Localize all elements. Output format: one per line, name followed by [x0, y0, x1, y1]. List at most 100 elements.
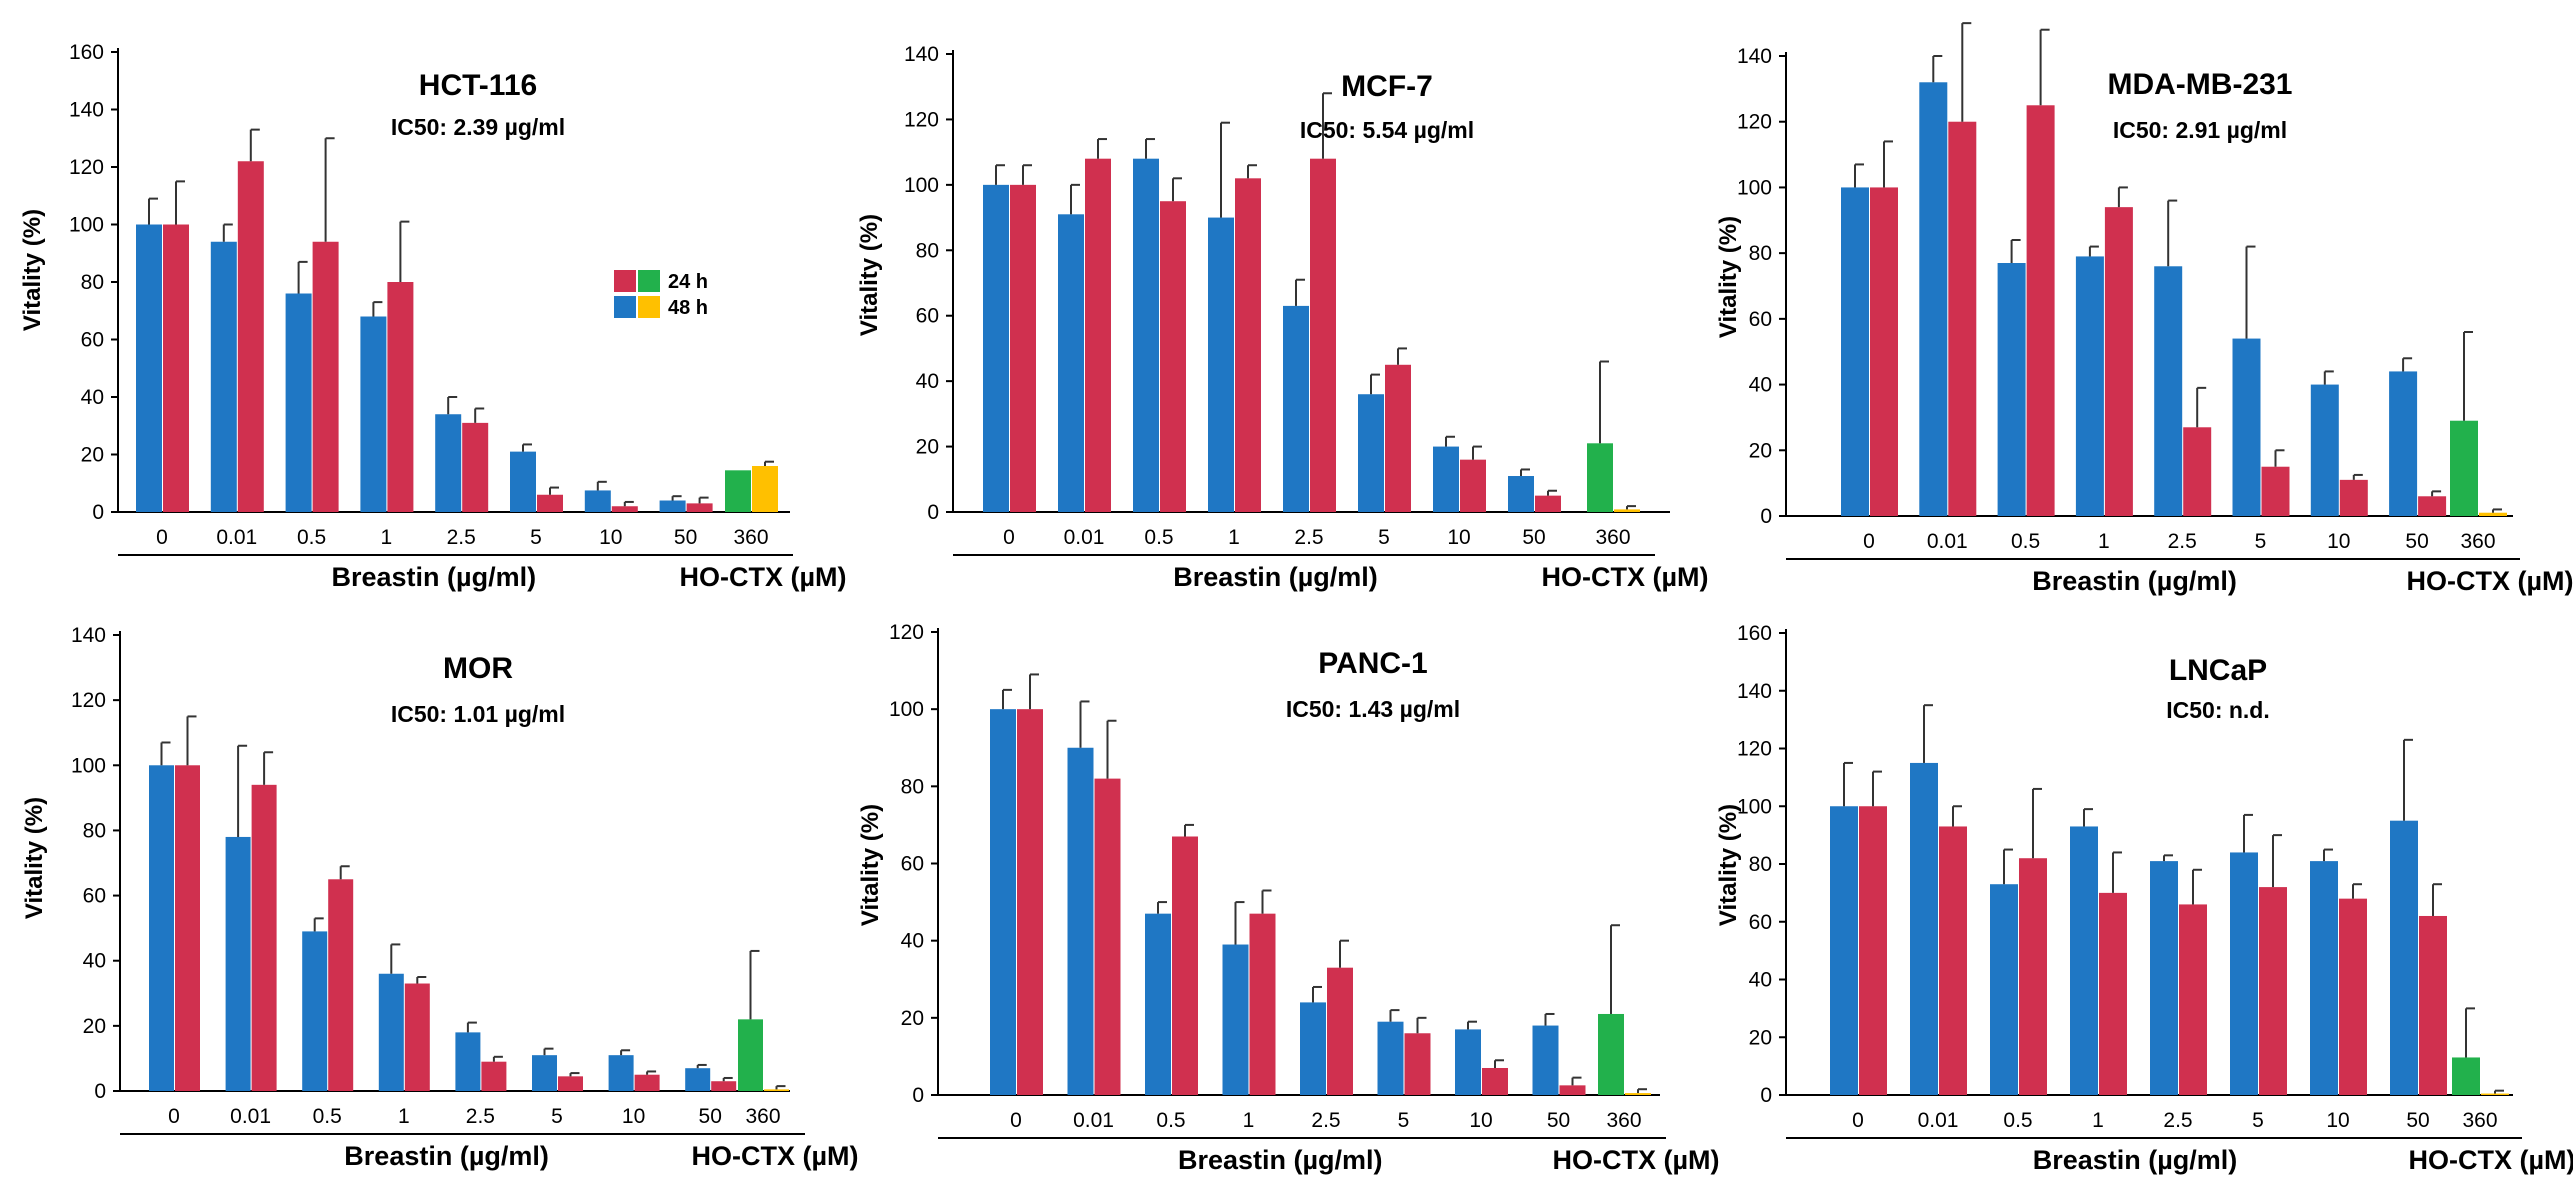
- x-category-label: 1: [398, 1105, 410, 1128]
- x-category-label: 5: [1378, 526, 1390, 549]
- y-tick-label: 40: [1749, 969, 1772, 992]
- y-tick-label: 40: [81, 386, 104, 409]
- y-tick-label: 140: [71, 624, 106, 647]
- bar-48h: [659, 500, 686, 512]
- x-category-label: 0.5: [2011, 530, 2040, 553]
- bar-48h: [302, 931, 328, 1091]
- y-tick-label: 20: [81, 444, 104, 467]
- bar-48h: [1532, 1025, 1559, 1095]
- x-category-label: 50: [2405, 530, 2428, 553]
- y-tick-label: 120: [1737, 738, 1772, 761]
- x-category-label: 10: [2326, 1109, 2349, 1132]
- x-category-label: 5: [2252, 1109, 2264, 1132]
- bar-48h: [1283, 305, 1309, 512]
- bar-48h: [435, 414, 462, 512]
- bar-48h: [685, 1068, 711, 1091]
- bar-48h: [532, 1055, 557, 1091]
- x-category-label: 1: [2092, 1109, 2104, 1132]
- y-tick-label: 100: [889, 698, 924, 721]
- x-category-label: 0.01: [1918, 1109, 1959, 1132]
- y-tick-label: 100: [69, 214, 104, 237]
- y-tick-label: 120: [69, 156, 104, 179]
- bar-48h: [1377, 1021, 1404, 1095]
- bar-48h: [1300, 1002, 1326, 1095]
- y-tick-label: 140: [1737, 45, 1772, 68]
- bar-48h: [2070, 826, 2098, 1095]
- x-category-label: 2.5: [1294, 526, 1323, 549]
- x-axis-label-control: HO-CTX (µM): [691, 1141, 858, 1171]
- bar-24h: [163, 224, 189, 512]
- chart-subtitle: IC50: 5.54 µg/ml: [1300, 117, 1474, 143]
- y-tick-label: 80: [901, 775, 924, 798]
- bar-24h: [2261, 466, 2290, 516]
- x-category-label: 5: [1398, 1109, 1410, 1132]
- x-control-category-label: 360: [2460, 530, 2495, 553]
- bar-48h: [1433, 446, 1459, 512]
- y-tick-label: 160: [69, 41, 104, 64]
- bar-48h: [2390, 820, 2418, 1095]
- y-tick-label: 100: [904, 174, 939, 197]
- bar-24h: [1559, 1085, 1586, 1095]
- bar-48h: [1919, 82, 1948, 517]
- x-control-category-label: 360: [1606, 1109, 1641, 1132]
- bar-24h: [1094, 778, 1121, 1095]
- legend: 24 h 48 h: [614, 270, 708, 319]
- y-tick-label: 140: [904, 43, 939, 66]
- bar-24h: [1948, 121, 1977, 516]
- x-category-label: 0.01: [1064, 526, 1105, 549]
- y-axis-label: Vitality (%): [21, 797, 48, 919]
- bar-24h: [1235, 178, 1261, 513]
- y-tick-label: 0: [927, 501, 939, 524]
- legend-label: 24 h: [668, 271, 708, 293]
- x-axis-label-breastin: Breastin (µg/ml): [1178, 1145, 1383, 1175]
- y-tick-label: 20: [83, 1015, 106, 1038]
- bar-24h: [1010, 184, 1036, 512]
- y-tick-label: 120: [71, 689, 106, 712]
- chart-title: MOR: [443, 652, 513, 685]
- bar-48h: [1067, 747, 1094, 1095]
- bar-48h: [1830, 806, 1858, 1095]
- x-category-label: 0: [1003, 526, 1015, 549]
- y-tick-label: 40: [916, 370, 939, 393]
- x-axis-label-control: HO-CTX (µM): [679, 562, 846, 592]
- bar-48h: [2310, 384, 2339, 516]
- y-tick-label: 0: [1760, 1084, 1772, 1107]
- bar-48h: [136, 224, 162, 512]
- y-axis-label: Vitality (%): [1715, 804, 1742, 926]
- x-category-label: 0.01: [1073, 1109, 1114, 1132]
- bar-control-48h: [2479, 512, 2507, 516]
- x-axis-label-breastin: Breastin (µg/ml): [2033, 1145, 2238, 1175]
- x-category-label: 0.5: [2003, 1109, 2032, 1132]
- chart-title: HCT-116: [419, 69, 537, 102]
- chart-title: MDA-MB-231: [2107, 68, 2292, 101]
- y-tick-label: 160: [1737, 622, 1772, 645]
- x-category-label: 0.5: [1144, 526, 1173, 549]
- bar-48h: [1208, 217, 1234, 513]
- x-category-label: 5: [2255, 530, 2267, 553]
- bar-48h: [210, 241, 237, 512]
- chart-subtitle: IC50: 2.91 µg/ml: [2113, 117, 2287, 143]
- chart-title: LNCaP: [2169, 654, 2267, 687]
- x-category-label: 1: [381, 526, 393, 549]
- y-tick-label: 80: [81, 271, 104, 294]
- y-tick-label: 140: [69, 99, 104, 122]
- bar-24h: [558, 1076, 583, 1091]
- y-tick-label: 60: [1749, 308, 1772, 331]
- bar-24h: [404, 983, 430, 1091]
- bar-48h: [455, 1032, 481, 1091]
- bar-48h: [1358, 394, 1384, 512]
- bar-24h: [2419, 915, 2447, 1095]
- y-tick-label: 60: [81, 329, 104, 352]
- bar-48h: [2075, 256, 2104, 516]
- legend-swatch: [614, 270, 636, 292]
- bar-24h: [2099, 892, 2127, 1095]
- bar-control-48h: [752, 466, 778, 512]
- bar-control-24h: [738, 1019, 763, 1091]
- y-tick-label: 80: [83, 819, 106, 842]
- bar-24h: [387, 282, 414, 512]
- bar-24h: [462, 422, 489, 512]
- chart-subtitle: IC50: 2.39 µg/ml: [391, 114, 565, 140]
